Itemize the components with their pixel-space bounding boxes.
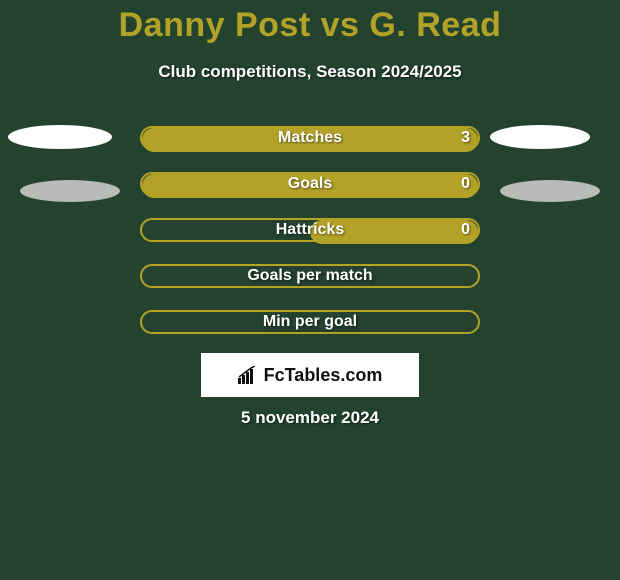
bar-track: [140, 172, 480, 196]
infographic-canvas: Danny Post vs G. Read Club competitions,…: [0, 0, 620, 580]
bar-row-gpm: Goals per match: [0, 264, 620, 288]
date-line: 5 november 2024: [0, 408, 620, 428]
chart-bars-icon: [238, 366, 260, 384]
page-title: Danny Post vs G. Read: [0, 6, 620, 45]
bar-row-matches: Matches 3: [0, 126, 620, 150]
bar-row-goals: Goals 0: [0, 172, 620, 196]
bar-track: [140, 264, 480, 288]
page-subtitle: Club competitions, Season 2024/2025: [0, 62, 620, 82]
bar-row-hattricks: Hattricks 0: [0, 218, 620, 242]
bar-track: [140, 126, 480, 150]
bar-row-mpg: Min per goal: [0, 310, 620, 334]
bar-fill: [142, 128, 478, 152]
bar-fill: [142, 174, 478, 198]
bar-track: [140, 218, 480, 242]
bar-fill: [310, 220, 478, 244]
bar-track: [140, 310, 480, 334]
logo-text: FcTables.com: [264, 365, 383, 386]
logo: FcTables.com: [238, 365, 383, 386]
logo-box: FcTables.com: [201, 353, 419, 397]
